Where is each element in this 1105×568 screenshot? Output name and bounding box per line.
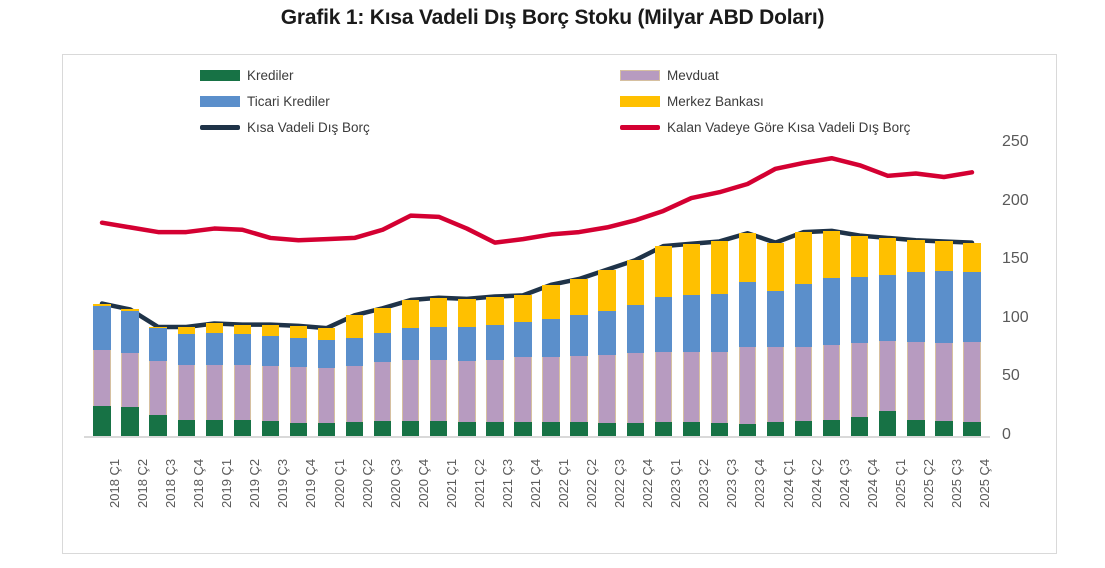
legend-item[interactable]: Mevduat <box>620 66 719 84</box>
legend-swatch-3 <box>620 95 660 107</box>
legend-swatch-4 <box>200 124 240 130</box>
legend-label: Kalan Vadeye Göre Kısa Vadeli Dış Borç <box>667 119 911 135</box>
legend-swatch-1 <box>620 69 660 81</box>
legend-swatch-0 <box>200 69 240 81</box>
legend-swatch-5 <box>620 124 660 130</box>
chart-title: Grafik 1: Kısa Vadeli Dış Borç Stoku (Mi… <box>280 6 825 29</box>
legend-label: Ticari Krediler <box>247 93 330 109</box>
legend-item[interactable]: Merkez Bankası <box>620 92 764 110</box>
legend-label: Krediler <box>247 67 294 83</box>
legend-label: Merkez Bankası <box>667 93 764 109</box>
legend-item[interactable]: Krediler <box>200 66 294 84</box>
chart-legend: Krediler Mevduat Ticari Krediler Merkez Ban… <box>200 66 1030 136</box>
legend-item[interactable]: Kısa Vadeli Dış Borç <box>200 118 370 136</box>
legend-item[interactable]: Kalan Vadeye Göre Kısa Vadeli Dış Borç <box>620 118 910 136</box>
legend-item[interactable]: Ticari Krediler <box>200 92 330 110</box>
legend-label: Kısa Vadeli Dış Borç <box>247 119 370 135</box>
legend-label: Mevduat <box>667 67 719 83</box>
legend-swatch-2 <box>200 95 240 107</box>
